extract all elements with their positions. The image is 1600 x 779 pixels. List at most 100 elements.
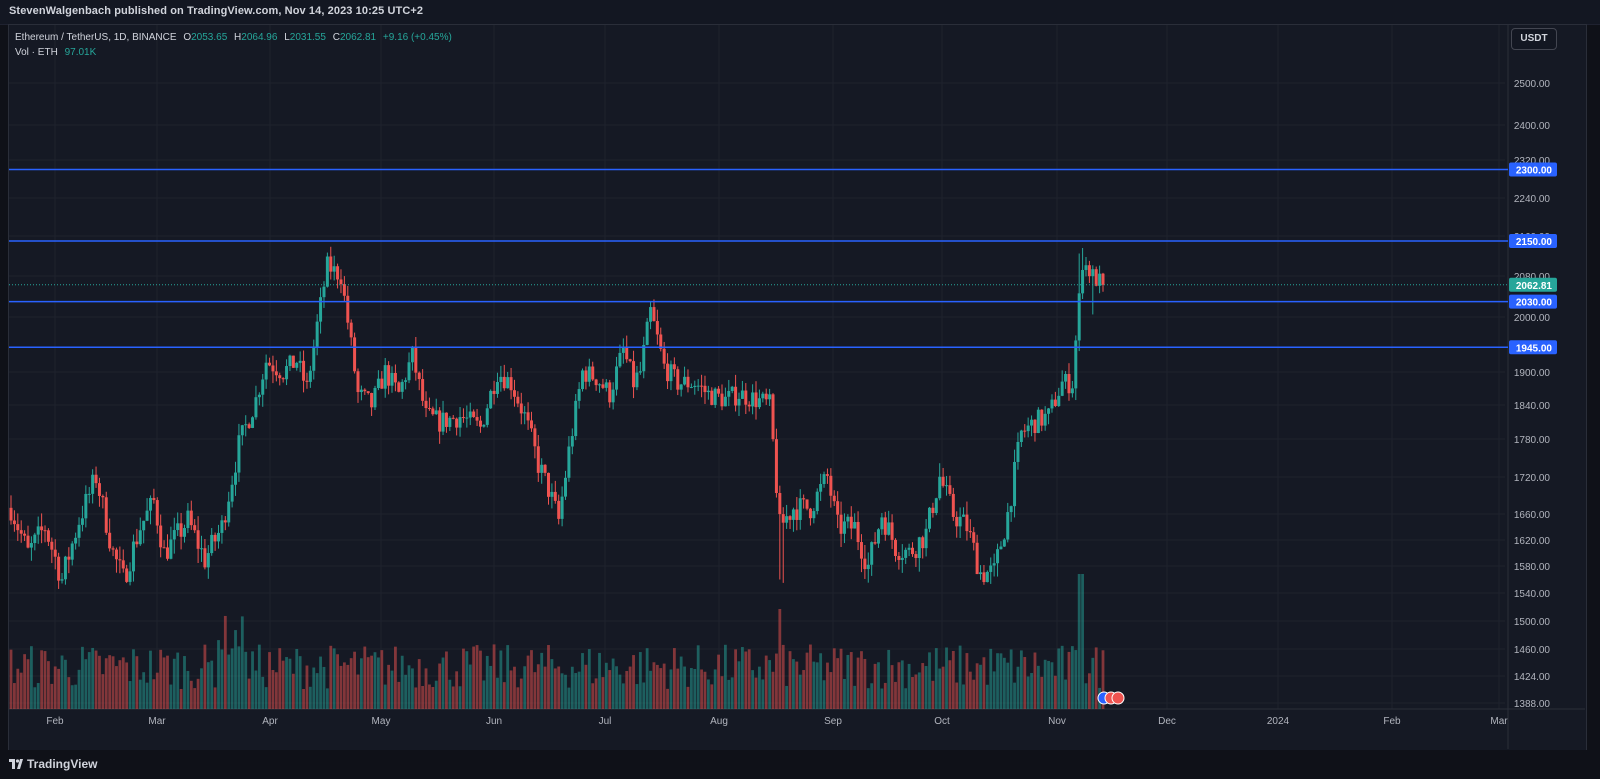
- candle-body: [200, 548, 204, 550]
- level-label: 1945.00: [1516, 343, 1553, 354]
- volume-bar: [594, 678, 598, 709]
- candle-body: [67, 556, 71, 560]
- candle-body: [529, 420, 533, 429]
- candle-body: [727, 390, 731, 397]
- volume-bar: [917, 672, 921, 709]
- volume-bar: [958, 645, 962, 709]
- volume-bar: [336, 654, 339, 709]
- volume-bar: [149, 650, 152, 709]
- volume-bar: [414, 687, 418, 709]
- time-tick-label: 2024: [1267, 716, 1290, 727]
- candle-body: [533, 428, 537, 447]
- candle-body: [33, 534, 37, 544]
- legend-symbol[interactable]: Ethereum / TetherUS, 1D, BINANCE: [15, 32, 177, 43]
- candle-body: [472, 411, 476, 418]
- candle-body: [771, 394, 775, 440]
- volume-bar: [866, 688, 870, 709]
- candle-body: [421, 379, 425, 401]
- candle-body: [893, 539, 897, 556]
- time-tick-label: Nov: [1048, 716, 1066, 727]
- volume-bar: [223, 615, 227, 709]
- volume-bar: [839, 648, 843, 709]
- volume-bar: [877, 662, 880, 709]
- candle-body: [264, 362, 268, 380]
- candle-body: [227, 501, 231, 523]
- level-label-bg: [1509, 340, 1557, 355]
- candle-body: [114, 549, 118, 560]
- candle-body: [77, 524, 81, 538]
- candle-body: [601, 384, 605, 388]
- candle-body: [131, 541, 135, 572]
- candle-body: [410, 346, 414, 363]
- candle-body: [1074, 340, 1078, 389]
- volume-bar: [649, 670, 652, 709]
- candle-body: [846, 516, 850, 522]
- volume-bar: [67, 677, 71, 709]
- candle-body: [1019, 430, 1023, 442]
- candle-body: [676, 369, 680, 390]
- candle-body: [856, 522, 860, 543]
- legend-high-label: H: [234, 32, 242, 43]
- candle-body: [244, 424, 248, 426]
- candle-body: [859, 542, 863, 559]
- candle-body: [720, 393, 724, 407]
- candle-body: [1040, 409, 1044, 426]
- volume-bar: [645, 648, 649, 709]
- candle-body: [57, 556, 61, 581]
- volume-bar: [928, 652, 931, 709]
- legend-high-value: 2064.96: [241, 32, 278, 43]
- tradingview-logo[interactable]: TradingView: [9, 757, 97, 771]
- volume-bar: [621, 683, 625, 709]
- candle-body: [288, 355, 292, 367]
- volume-bar: [972, 679, 976, 709]
- volume-bar: [689, 668, 693, 709]
- price-tick-label: 2240.00: [1514, 194, 1551, 205]
- candle-body: [696, 385, 700, 387]
- legend-vol-label[interactable]: Vol · ETH: [15, 47, 58, 58]
- candle-body: [482, 424, 486, 427]
- volume-bar: [74, 684, 78, 709]
- volume-bar: [237, 646, 241, 709]
- candle-body: [118, 559, 122, 561]
- volume-bar: [288, 658, 292, 709]
- candle-body: [26, 535, 30, 548]
- volume-bar: [951, 650, 955, 709]
- candle-body: [125, 568, 129, 582]
- volume-bar: [632, 655, 635, 709]
- candle-body: [319, 297, 323, 322]
- volume-bar: [227, 654, 231, 709]
- volume-bar: [203, 644, 207, 709]
- volume-bar: [94, 650, 98, 709]
- candle-body: [832, 495, 836, 502]
- volume-bar: [346, 664, 350, 709]
- candle-body: [206, 553, 210, 568]
- volume-bar: [128, 681, 132, 709]
- volume-bar: [792, 659, 795, 709]
- volume-bar: [911, 677, 914, 709]
- candle-body: [36, 526, 40, 535]
- candle-body: [315, 321, 319, 347]
- volume-bar: [125, 662, 129, 709]
- volume-bar: [26, 659, 30, 709]
- candle-body: [652, 307, 656, 322]
- candle-body: [880, 517, 884, 530]
- chart-frame[interactable]: [8, 24, 1587, 752]
- candle-body: [97, 483, 101, 496]
- volume-bar: [754, 677, 758, 709]
- volume-bar: [880, 688, 884, 709]
- candle-body: [295, 362, 299, 368]
- candle-body: [1098, 273, 1102, 286]
- candle-body: [526, 412, 530, 421]
- candle-body: [523, 412, 527, 414]
- candle-body: [914, 554, 918, 559]
- currency-button[interactable]: USDT: [1511, 28, 1557, 50]
- volume-bar: [47, 661, 50, 709]
- volume-bar: [628, 666, 632, 709]
- candle-body: [836, 501, 840, 515]
- volume-bar: [1094, 647, 1098, 709]
- candle-body: [407, 362, 411, 381]
- candle-body: [1067, 374, 1071, 394]
- volume-bar: [489, 665, 493, 709]
- candle-body: [281, 378, 285, 380]
